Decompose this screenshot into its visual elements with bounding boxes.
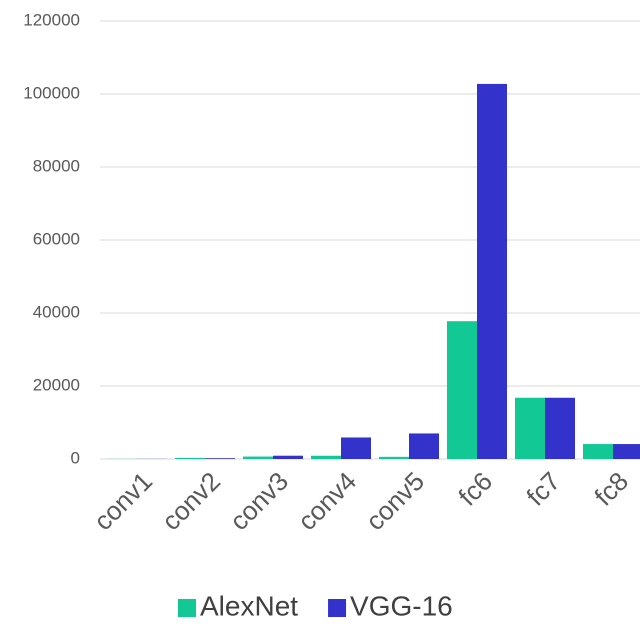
x-tick-label: conv3 (224, 466, 294, 536)
bar (379, 456, 409, 459)
y-tick-label: 100000 (23, 83, 80, 102)
bar (311, 455, 341, 459)
x-tick-label: conv5 (360, 466, 430, 536)
x-tick-label: fc7 (520, 466, 566, 512)
x-tick-label: conv4 (292, 466, 362, 536)
y-tick-label: 0 (71, 448, 80, 467)
bar (341, 437, 371, 459)
bar (409, 433, 439, 459)
bar (545, 397, 575, 459)
x-tick-label: conv1 (88, 466, 158, 536)
y-tick-label: 60000 (33, 229, 80, 248)
bar (205, 458, 235, 459)
x-tick-label: fc8 (588, 466, 634, 512)
y-tick-label: 20000 (33, 375, 80, 394)
bar (583, 444, 613, 459)
bar (175, 457, 205, 459)
y-tick-label: 40000 (33, 302, 80, 321)
legend-label: VGG-16 (350, 590, 453, 621)
bar (447, 321, 477, 459)
y-tick-label: 80000 (33, 156, 80, 175)
bar (273, 455, 303, 459)
bar (243, 456, 273, 459)
y-tick-label: 120000 (23, 10, 80, 29)
x-tick-label: fc6 (452, 466, 498, 512)
bar (477, 83, 507, 460)
legend-swatch (178, 599, 196, 617)
legend-label: AlexNet (200, 590, 298, 621)
bar (515, 397, 545, 459)
legend-swatch (328, 599, 347, 617)
bar (613, 444, 640, 459)
x-tick-label: conv2 (156, 466, 226, 536)
